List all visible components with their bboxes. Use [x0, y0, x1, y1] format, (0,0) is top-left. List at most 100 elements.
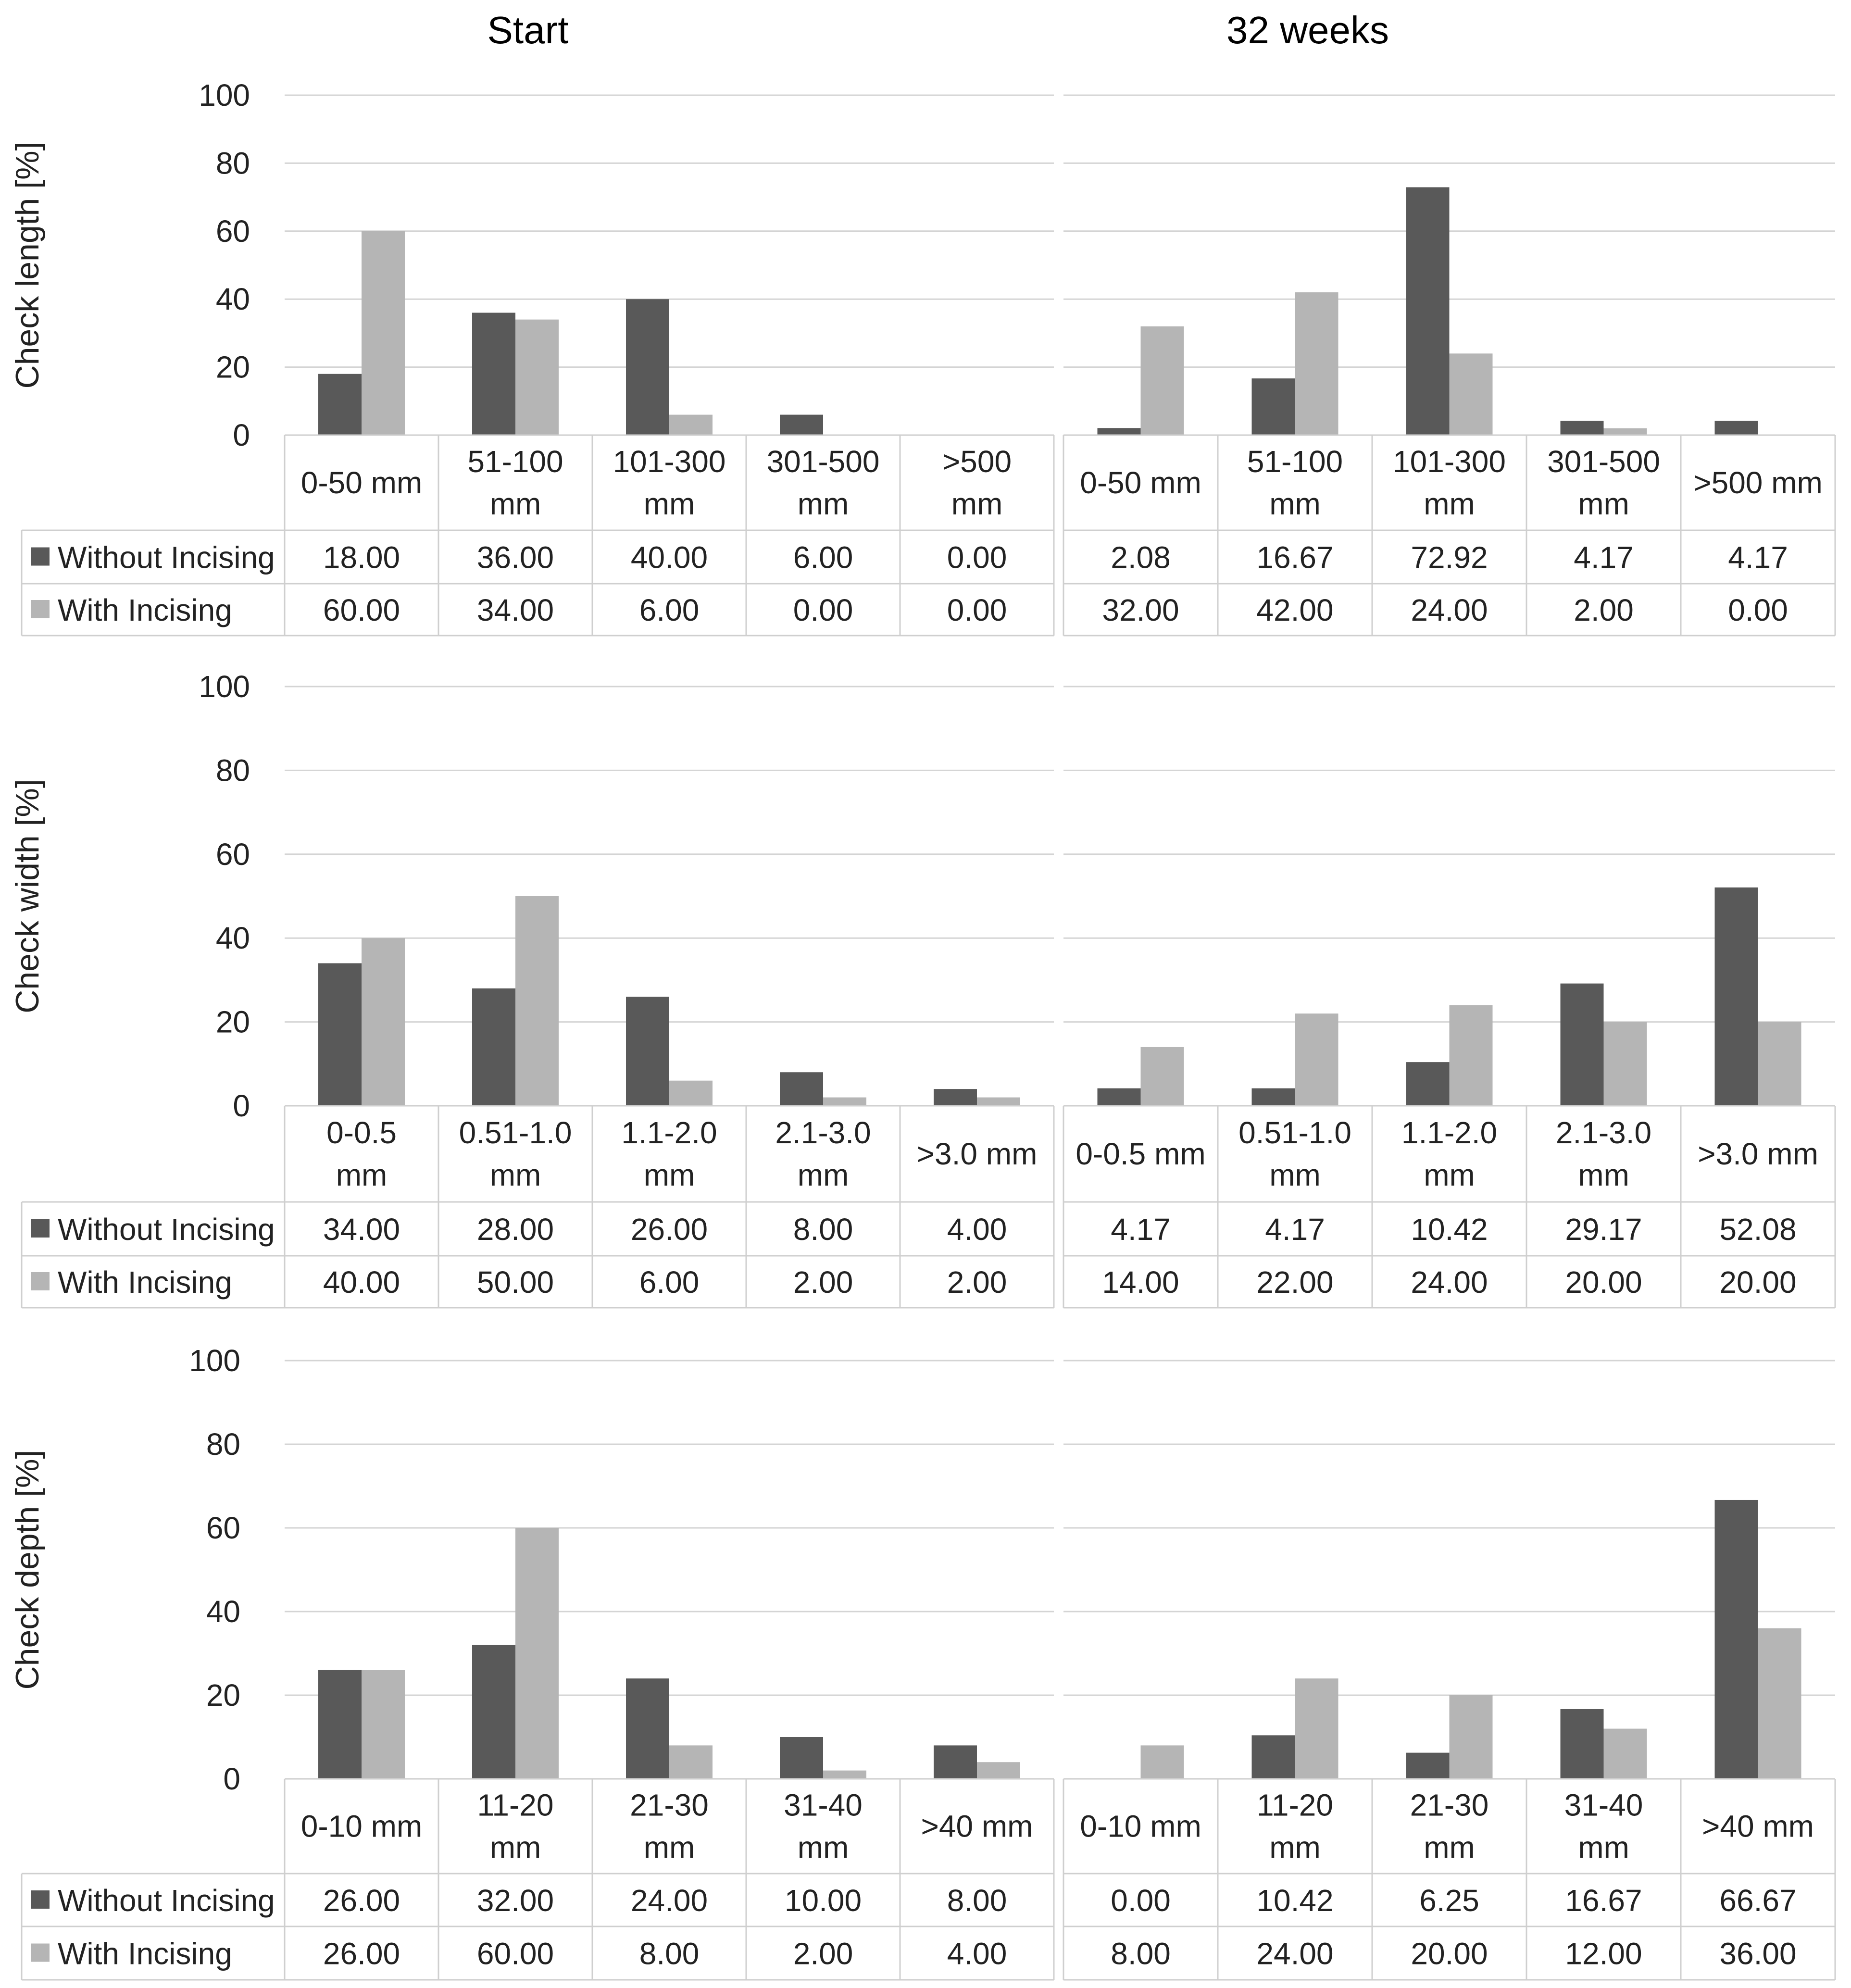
data-label-without-incising: 4.00: [947, 1212, 1007, 1247]
x-category-label: 1.1-2.0: [621, 1115, 717, 1150]
chart-check-depth-32-weeks: 0-10 mm 11-20 mm 21-30 mm 31-40 mm >40 mm 0.00 10…: [1063, 1360, 1836, 1981]
bar-without-incising: [626, 997, 669, 1106]
x-category-label: >3.0 mm: [1698, 1137, 1818, 1171]
x-category-label: mm: [336, 1158, 388, 1192]
x-category-label: mm: [1578, 487, 1629, 521]
bar-without-incising: [934, 1089, 977, 1106]
x-category-label: >500 mm: [1693, 465, 1823, 500]
bar-with-incising: [362, 231, 405, 435]
y-axis-title: Check width [%]: [9, 779, 46, 1013]
data-label-with-incising: 20.00: [1719, 1265, 1796, 1300]
data-label-without-incising: 24.00: [631, 1883, 708, 1918]
y-tick-label: 100: [199, 78, 250, 113]
data-label-without-incising: 28.00: [477, 1212, 554, 1247]
x-category-label: mm: [644, 1830, 695, 1865]
data-label-with-incising: 60.00: [477, 1937, 554, 1971]
data-label-with-incising: 12.00: [1565, 1937, 1642, 1971]
x-category-label: 0.51-1.0: [1238, 1115, 1351, 1150]
data-label-without-incising: 8.00: [947, 1883, 1007, 1918]
x-category-label: 0-10 mm: [301, 1809, 423, 1844]
x-category-label: 31-40: [784, 1788, 863, 1823]
y-tick-label: 80: [216, 753, 250, 788]
bar-with-incising: [823, 1097, 866, 1106]
y-tick-label: 0: [233, 418, 250, 452]
bar-without-incising: [626, 1678, 669, 1779]
data-label-with-incising: 50.00: [477, 1265, 554, 1300]
data-label-without-incising: 6.00: [793, 540, 853, 575]
x-category-label: 101-300: [613, 444, 726, 479]
x-category-label: mm: [1424, 1158, 1475, 1192]
x-category-label: 31-40: [1564, 1788, 1643, 1823]
bar-with-incising: [1140, 1047, 1184, 1106]
bar-with-incising: [977, 1762, 1020, 1779]
x-category-label: >40 mm: [1702, 1809, 1814, 1844]
chart-layer: 0 20 40 60 80 100 Check length [%] 0-50 mm 51-10…: [9, 78, 1836, 1981]
data-label-without-incising: 6.25: [1419, 1883, 1479, 1918]
data-table: [21, 1105, 1055, 1309]
data-table: [21, 1778, 1055, 1981]
x-category-label: mm: [490, 1158, 541, 1192]
bar-with-incising: [1295, 1678, 1338, 1779]
chart-check-length-start: 0 20 40 60 80 100 Check length [%] 0-50 mm 51-10…: [9, 78, 1055, 637]
x-category-label: 11-20: [477, 1788, 554, 1823]
bar-without-incising: [1251, 378, 1295, 435]
x-category-label: mm: [798, 487, 849, 521]
data-label-without-incising: 34.00: [323, 1212, 400, 1247]
data-label-with-incising: 2.00: [793, 1265, 853, 1300]
x-category-label: mm: [644, 1158, 695, 1192]
data-label-without-incising: 4.17: [1265, 1212, 1325, 1247]
data-label-with-incising: 6.00: [639, 593, 700, 627]
data-label-without-incising: 36.00: [477, 540, 554, 575]
data-label-without-incising: 18.00: [323, 540, 400, 575]
bar-without-incising: [1406, 1062, 1450, 1106]
x-category-label: mm: [951, 487, 1003, 521]
bar-with-incising: [1603, 1728, 1647, 1779]
y-tick-label: 60: [216, 214, 250, 249]
data-table: [1063, 1778, 1836, 1981]
data-label-with-incising: 36.00: [1719, 1937, 1796, 1971]
data-label-with-incising: 2.00: [947, 1265, 1007, 1300]
x-category-label: 21-30: [1410, 1788, 1489, 1823]
bar-with-incising: [977, 1097, 1020, 1106]
data-label-with-incising: 4.00: [947, 1937, 1007, 1971]
bar-with-incising: [669, 414, 713, 435]
legend-label-with-incising: With Incising: [58, 1937, 232, 1971]
column-title-start: Start: [488, 9, 569, 51]
x-category-label: mm: [1424, 1830, 1475, 1865]
data-label-with-incising: 42.00: [1256, 593, 1333, 627]
x-category-label: 101-300: [1393, 444, 1506, 479]
x-category-label: mm: [798, 1158, 849, 1192]
data-label-without-incising: 40.00: [631, 540, 708, 575]
x-category-label: 11-20: [1257, 1788, 1333, 1823]
bar-with-incising: [362, 938, 405, 1106]
y-tick-label: 40: [206, 1594, 240, 1629]
legend-swatch-with-incising: [31, 600, 50, 618]
bar-without-incising: [1251, 1735, 1295, 1779]
legend-label-with-incising: With Incising: [58, 593, 232, 627]
bar-with-incising: [1295, 1013, 1338, 1106]
x-category-label: 0-0.5: [326, 1115, 397, 1150]
data-label-with-incising: 0.00: [947, 593, 1007, 627]
data-label-with-incising: 60.00: [323, 593, 400, 627]
data-label-without-incising: 16.67: [1256, 540, 1333, 575]
data-label-without-incising: 29.17: [1565, 1212, 1642, 1247]
x-category-label: >500: [942, 444, 1012, 479]
bar-with-incising: [515, 319, 559, 435]
y-tick-label: 40: [216, 921, 250, 955]
y-axis-title: Check depth [%]: [9, 1450, 46, 1690]
data-label-with-incising: 8.00: [1111, 1937, 1171, 1971]
x-category-label: >3.0 mm: [917, 1137, 1038, 1171]
bar-with-incising: [1295, 292, 1338, 435]
data-label-without-incising: 72.92: [1411, 540, 1488, 575]
bar-with-incising: [1449, 1005, 1493, 1106]
data-table: [1063, 1105, 1836, 1309]
x-category-label: mm: [1424, 487, 1475, 521]
legend-label-with-incising: With Incising: [58, 1265, 232, 1300]
bar-with-incising: [515, 896, 559, 1106]
data-label-without-incising: 2.08: [1111, 540, 1171, 575]
x-category-label: 2.1-3.0: [775, 1115, 871, 1150]
y-tick-label: 40: [216, 282, 250, 316]
data-label-without-incising: 10.42: [1411, 1212, 1488, 1247]
data-label-without-incising: 10.00: [785, 1883, 862, 1918]
